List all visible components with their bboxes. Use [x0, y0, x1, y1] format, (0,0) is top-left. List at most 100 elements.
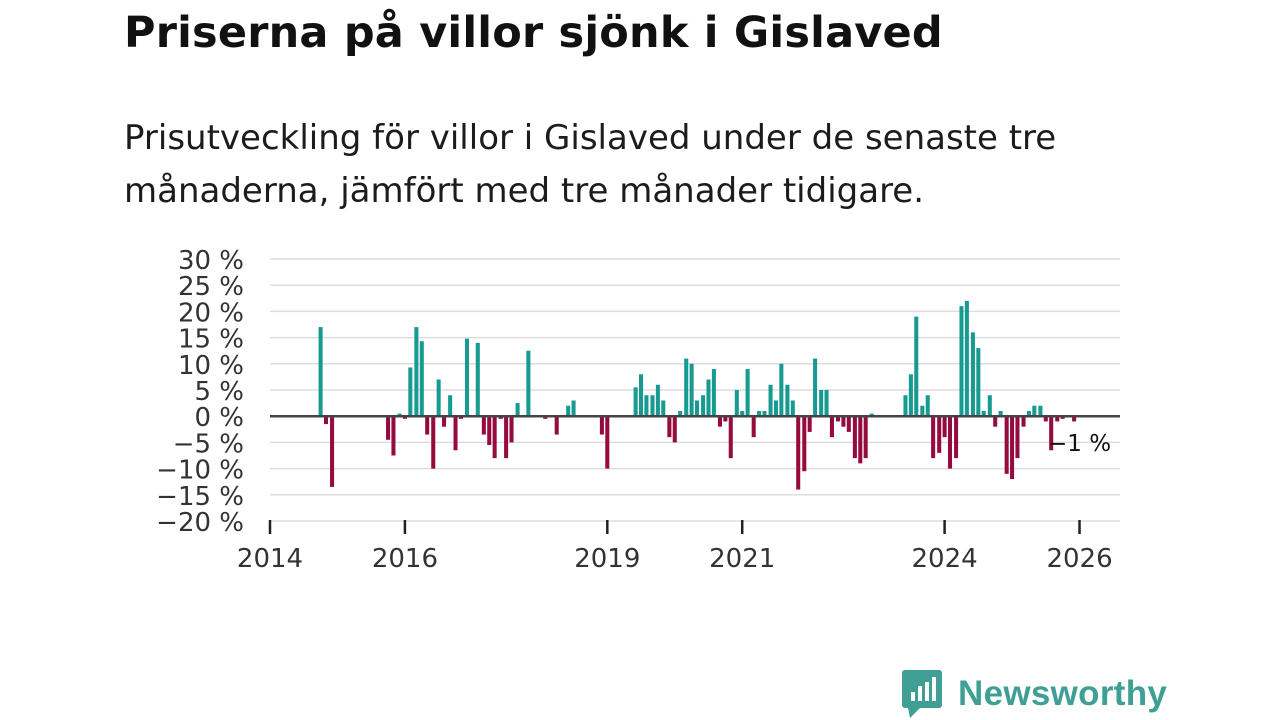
chart-subtitle: Prisutveckling för villor i Gislaved und… [124, 118, 1057, 211]
bar [858, 416, 863, 464]
bar [790, 400, 795, 417]
bar [515, 403, 520, 417]
bar [475, 342, 480, 417]
bar [728, 416, 733, 459]
x-tick-label: 2024 [912, 544, 978, 574]
bar [414, 327, 419, 417]
bar [717, 416, 722, 427]
bar [543, 416, 548, 419]
bar [852, 416, 857, 459]
bar [1049, 416, 1054, 451]
gridlines [270, 258, 1120, 522]
chart-title: Priserna på villor sjönk i Gislaved [124, 8, 943, 58]
bar [734, 390, 739, 417]
bar [987, 395, 992, 417]
bar [1026, 410, 1031, 417]
bar [954, 416, 959, 459]
bar [1032, 405, 1037, 417]
bar [1010, 416, 1015, 480]
bar [425, 416, 430, 435]
y-tick-label: −15 % [156, 482, 244, 512]
bar [914, 316, 919, 417]
y-tick-label: 30 % [178, 246, 244, 276]
bar [869, 413, 874, 417]
bar [762, 410, 767, 417]
bar [442, 416, 447, 427]
y-tick-label: 15 % [178, 325, 244, 355]
bar [1021, 416, 1026, 427]
bar [481, 416, 486, 435]
bar [970, 332, 975, 417]
bar [757, 410, 762, 417]
bar [684, 358, 689, 417]
bar [863, 416, 868, 459]
bar [942, 416, 947, 438]
bar [566, 405, 571, 417]
y-tick-label: −20 % [156, 508, 244, 538]
brand-name: Newsworthy [958, 674, 1168, 713]
bar [431, 416, 436, 469]
bar [785, 384, 790, 417]
bar [807, 416, 812, 432]
x-axis: 2014 2016 2019 2021 2024 2026 [237, 520, 1113, 574]
bar [633, 387, 638, 417]
bar [835, 416, 841, 422]
bar [526, 350, 531, 417]
bar [650, 395, 655, 417]
bar [931, 416, 936, 459]
x-tick-label: 2014 [237, 544, 303, 574]
bars [318, 300, 1082, 490]
bar [841, 416, 846, 427]
y-tick-label: 5 % [194, 377, 244, 407]
bar [773, 400, 778, 417]
bar [920, 405, 925, 417]
bar [701, 395, 706, 417]
bar [661, 400, 666, 417]
bar [436, 379, 441, 417]
bar [498, 416, 503, 419]
bar [824, 390, 829, 417]
bar [796, 416, 801, 490]
bar [464, 338, 470, 417]
x-tick-label: 2016 [372, 544, 438, 574]
bar [998, 410, 1003, 417]
bar [408, 367, 413, 417]
bar [672, 416, 677, 443]
bar [1004, 416, 1009, 474]
y-tick-label: 10 % [178, 351, 244, 381]
y-tick-label: 25 % [178, 272, 244, 302]
bar [402, 416, 407, 419]
y-tick-label: −5 % [173, 429, 244, 459]
bar [1060, 416, 1065, 419]
bar [976, 348, 981, 417]
bar [330, 416, 335, 487]
x-tick-label: 2026 [1046, 544, 1112, 574]
bar [1072, 416, 1077, 422]
bar [1038, 405, 1043, 417]
bar [1015, 416, 1020, 459]
bar [504, 416, 509, 459]
y-tick-label: 20 % [178, 298, 244, 328]
bar [779, 363, 784, 417]
bar [386, 416, 391, 440]
bar [937, 416, 942, 453]
bar [993, 416, 998, 427]
bar [695, 400, 700, 417]
bar [819, 390, 824, 417]
bar [1043, 416, 1048, 422]
bar [678, 410, 683, 417]
bar [802, 416, 807, 472]
last-value-label: −1 % [1048, 431, 1111, 457]
bar [599, 416, 604, 435]
bar [959, 306, 964, 417]
bar [903, 395, 908, 417]
bar [1055, 416, 1060, 422]
x-tick-label: 2021 [709, 544, 775, 574]
bar [829, 416, 834, 438]
bar [745, 369, 750, 417]
bar [964, 300, 969, 417]
bar [571, 400, 576, 417]
bar [667, 416, 672, 438]
bar [740, 410, 745, 417]
